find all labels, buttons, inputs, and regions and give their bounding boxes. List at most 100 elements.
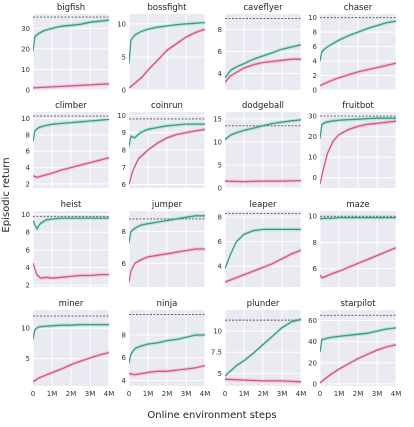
- y-tick-label: 10: [21, 325, 30, 333]
- y-tick-label: 8: [26, 229, 30, 237]
- y-tick-label: 6: [26, 148, 31, 156]
- series-pink-line: [129, 128, 205, 185]
- y-tick-label: 8: [122, 331, 126, 339]
- series-pink-line: [129, 28, 205, 89]
- panel-title: caveflyer: [243, 3, 283, 13]
- panel-miner: 0 1M 2M 3M 4M 5 10 miner: [21, 299, 114, 398]
- panel-dodgeball: 0 5 10 15 dodgeball: [213, 101, 302, 193]
- x-tick-label: 4M: [296, 390, 307, 398]
- x-tick-label: 4M: [200, 390, 211, 398]
- series-pink-line: [129, 364, 205, 376]
- y-tick-label: 2: [26, 282, 30, 290]
- y-tick-label: 0: [26, 87, 30, 95]
- series-pink-band: [129, 27, 205, 90]
- panel-bigfish: 0 10 20 30 bigfish: [21, 3, 110, 95]
- panel-title: leaper: [250, 200, 277, 210]
- y-tick-label: 60: [308, 317, 317, 325]
- y-tick-label: 6: [313, 43, 318, 51]
- x-tick-label: 3M: [372, 390, 383, 398]
- y-tick-label: 8: [122, 147, 126, 155]
- x-tick-label: 3M: [277, 390, 288, 398]
- y-tick-label: 20: [308, 359, 317, 367]
- y-tick-label: 6: [122, 354, 127, 362]
- series-pink-line: [33, 262, 109, 279]
- y-tick-label: 4: [218, 70, 223, 78]
- y-tick-label: 8: [122, 228, 126, 236]
- panel-title: jumper: [151, 200, 183, 210]
- y-tick-label: 0: [218, 185, 222, 193]
- y-tick-label: 10: [213, 328, 222, 336]
- panel-title: dodgeball: [242, 101, 284, 111]
- series-group: [129, 122, 205, 187]
- y-tick-label: 30: [21, 25, 30, 33]
- y-tick-label: 4: [313, 58, 318, 66]
- panel-jumper: 6 8 jumper: [122, 200, 206, 287]
- y-tick-label: 5: [218, 370, 222, 378]
- series-green-line: [225, 228, 301, 269]
- series-green-line: [320, 327, 396, 353]
- y-tick-label: 2: [313, 72, 317, 80]
- y-tick-label: 20: [308, 133, 317, 141]
- y-tick-label: 0: [313, 174, 317, 182]
- y-tick-label: 8: [313, 29, 317, 37]
- series-green-line: [225, 119, 301, 141]
- y-tick-label: 6: [122, 260, 127, 268]
- series-group: [225, 117, 301, 184]
- x-tick-label: 2M: [258, 390, 269, 398]
- panel-caveflyer: 4 6 8 caveflyer: [218, 3, 302, 90]
- panel-title: chaser: [344, 3, 373, 13]
- x-tick-label: 0: [127, 390, 131, 398]
- y-tick-label: 6: [26, 246, 31, 254]
- series-group: [33, 322, 109, 384]
- y-tick-label: 8: [313, 239, 317, 247]
- panel-title: heist: [61, 200, 82, 210]
- series-group: [129, 333, 205, 377]
- y-tick-label: 8: [218, 214, 222, 222]
- panel-title: coinrun: [151, 101, 183, 111]
- panel-title: starpilot: [340, 299, 376, 309]
- y-tick-label: 6: [218, 48, 223, 56]
- series-group: [320, 326, 396, 385]
- y-tick-label: 40: [308, 338, 317, 346]
- series-group: [320, 116, 396, 186]
- x-axis-label: Online environment steps: [147, 410, 276, 421]
- series-green-band: [129, 333, 205, 366]
- series-group: [33, 216, 109, 281]
- series-green-band: [33, 216, 109, 231]
- series-pink-line: [225, 58, 301, 83]
- y-tick-label: 10: [213, 138, 222, 146]
- series-green-line: [129, 21, 205, 64]
- series-green-line: [225, 44, 301, 79]
- series-pink-line: [129, 248, 205, 283]
- series-green-line: [33, 217, 109, 230]
- y-tick-label: 4: [218, 263, 223, 271]
- series-group: [225, 317, 301, 384]
- panel-plunder: 0 1M 2M 3M 4M 5 7.5 10 plunder: [211, 299, 306, 398]
- series-pink-band: [320, 119, 396, 186]
- y-tick-label: 7: [122, 164, 126, 172]
- y-tick-label: 9: [122, 129, 126, 137]
- series-green-line: [320, 117, 396, 139]
- y-tick-label: 2: [26, 180, 30, 188]
- series-group: [129, 213, 205, 285]
- series-green-band: [225, 117, 301, 142]
- series-green-line: [129, 123, 205, 147]
- panel-title: plunder: [247, 299, 280, 309]
- panel-bossfight: 0 5 10 bossfight: [117, 3, 206, 95]
- y-axis-label: Episodic return: [1, 157, 12, 232]
- series-pink-line: [225, 249, 301, 283]
- panel-climber: 2 4 6 8 10 climber: [21, 101, 110, 188]
- y-tick-label: 4: [122, 377, 127, 385]
- x-tick-label: 1M: [334, 390, 345, 398]
- series-pink-line: [225, 179, 301, 183]
- y-tick-label: 7.5: [211, 349, 222, 357]
- y-tick-label: 15: [213, 115, 222, 123]
- panel-heist: 2 4 6 8 10 heist: [21, 200, 110, 290]
- series-group: [129, 20, 205, 90]
- y-tick-label: 4: [26, 164, 31, 172]
- series-pink-band: [33, 350, 109, 384]
- panel-title: bigfish: [57, 3, 85, 13]
- series-green-line: [320, 216, 396, 220]
